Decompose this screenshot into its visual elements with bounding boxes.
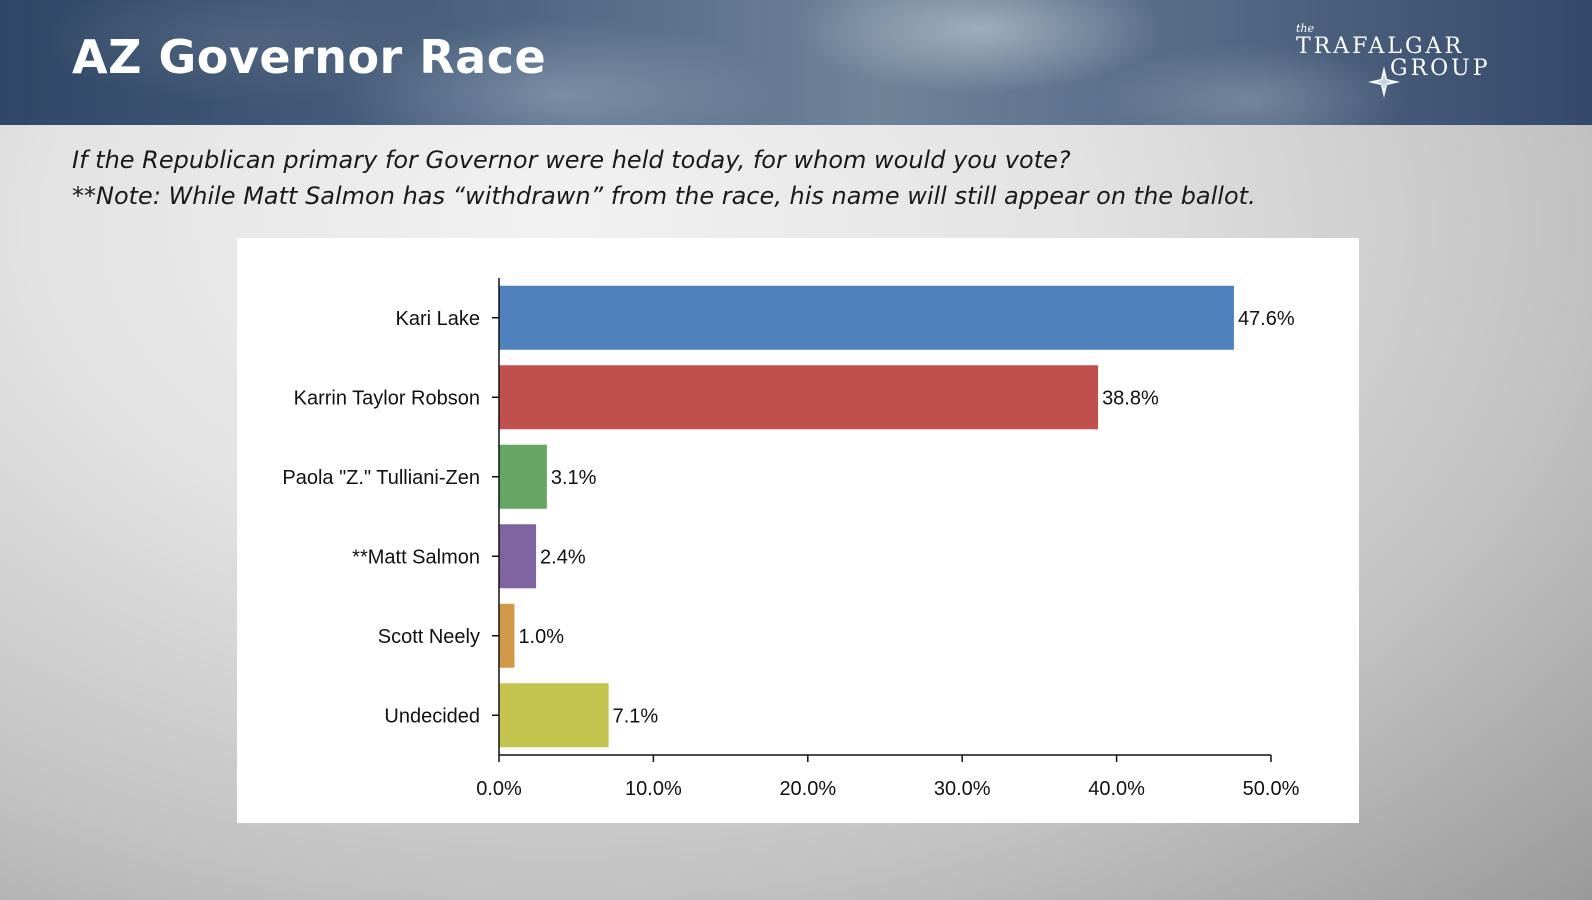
x-tick-label: 30.0%: [934, 778, 991, 800]
bar: [499, 365, 1099, 430]
category-label: Paola "Z." Tulliani-Zen: [282, 467, 480, 489]
logo-word-1: TRAFALGAR: [1296, 34, 1465, 59]
page-title: AZ Governor Race: [72, 30, 547, 84]
x-tick-label: 40.0%: [1088, 778, 1145, 800]
bar: [499, 285, 1234, 350]
logo-the-text: the: [1296, 22, 1315, 35]
x-tick-label: 0.0%: [476, 778, 522, 800]
header-banner: AZ Governor Race the TRAFALGAR GROUP: [0, 0, 1592, 125]
note-line: **Note: While Matt Salmon has “withdrawn…: [72, 182, 1256, 210]
company-logo: the TRAFALGAR GROUP: [1290, 22, 1530, 110]
bar-chart: Kari Lake 47.6% Karrin Taylor Robson 38.8% P…: [282, 278, 1300, 800]
bar: [499, 524, 537, 589]
value-label: 7.1%: [613, 705, 659, 727]
bar: [499, 603, 515, 668]
value-label: 2.4%: [540, 546, 586, 568]
logo-word-2: GROUP: [1390, 56, 1491, 81]
compass-star-icon: [1368, 66, 1400, 98]
chart-panel: Kari Lake 47.6% Karrin Taylor Robson 38.8% P…: [237, 238, 1359, 823]
value-label: 1.0%: [518, 626, 564, 648]
bar: [499, 683, 609, 748]
x-tick-label: 50.0%: [1243, 778, 1300, 800]
category-label: Kari Lake: [396, 308, 481, 330]
value-label: 3.1%: [551, 467, 597, 489]
category-label: Karrin Taylor Robson: [294, 387, 480, 409]
x-tick-label: 10.0%: [625, 778, 682, 800]
survey-question: If the Republican primary for Governor w…: [72, 142, 1256, 214]
category-label: **Matt Salmon: [352, 546, 480, 568]
category-label: Undecided: [384, 705, 480, 727]
value-label: 38.8%: [1102, 387, 1159, 409]
x-tick-label: 20.0%: [779, 778, 836, 800]
category-label: Scott Neely: [378, 626, 480, 648]
bar: [499, 444, 547, 509]
value-label: 47.6%: [1238, 308, 1295, 330]
question-line: If the Republican primary for Governor w…: [72, 146, 1071, 174]
